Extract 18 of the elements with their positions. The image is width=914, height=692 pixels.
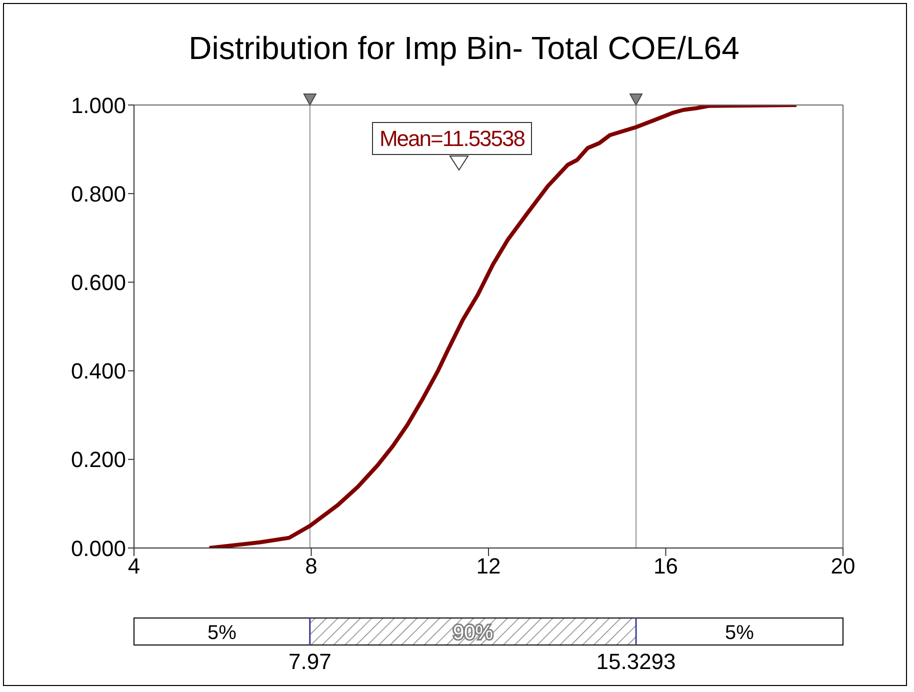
x-tick-label: 12 [476, 554, 501, 579]
x-tick-label: 4 [128, 554, 140, 579]
category-label: 5% [208, 622, 237, 644]
y-tick-label: 0.000 [70, 536, 126, 561]
y-tick-label: 0.800 [70, 181, 126, 206]
annotation: Mean=11.53538 [372, 122, 532, 155]
text: 15.3293 [596, 649, 676, 674]
y-tick-label: 0.200 [70, 447, 126, 472]
category-label: 5% [725, 622, 754, 644]
y-tick-label: 0.600 [70, 270, 126, 296]
line-series [207, 105, 798, 548]
text: 7.97 [288, 649, 332, 674]
y-tick-label: 1.000 [70, 92, 126, 118]
x-tick-label: 16 [654, 554, 678, 579]
x-tick-label: 20 [830, 554, 856, 579]
x-tick-label: 8 [305, 554, 318, 579]
y-tick-label: 0.400 [70, 358, 126, 384]
chart-title: Distribution for Imp Bin- Total COE/L64 [188, 30, 740, 67]
